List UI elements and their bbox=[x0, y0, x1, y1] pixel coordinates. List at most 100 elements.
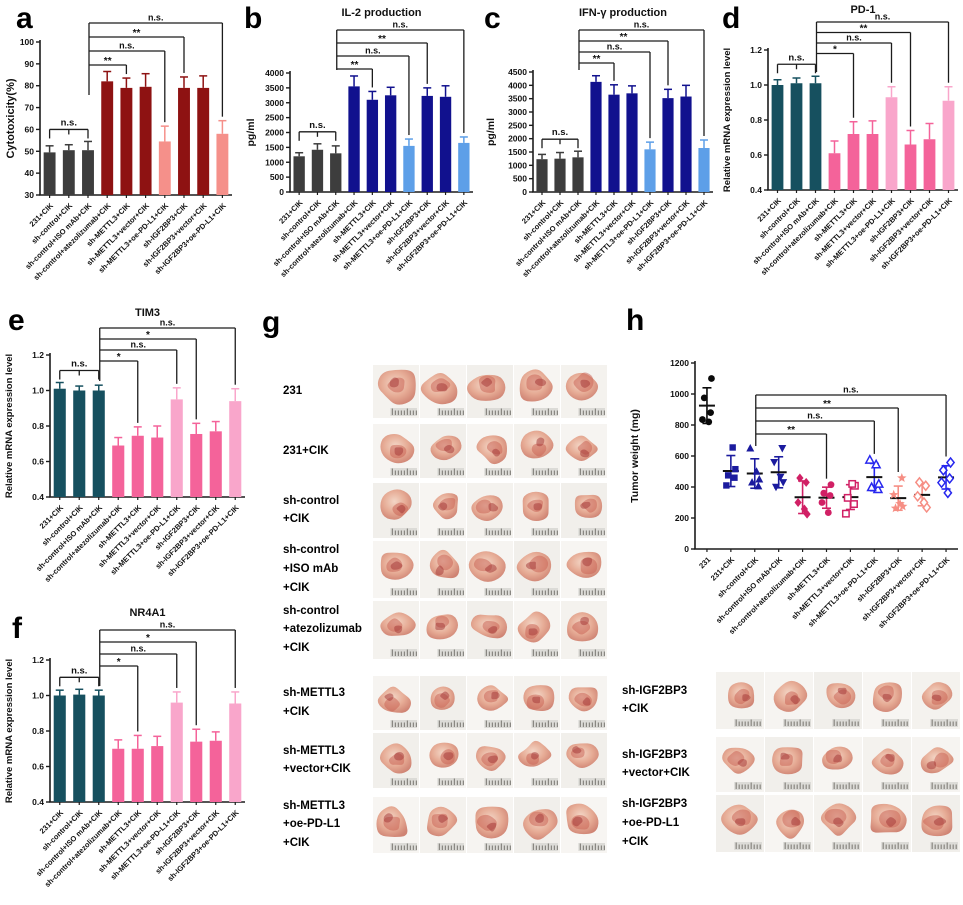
svg-text:n.s.: n.s. bbox=[552, 127, 568, 138]
tumor-photo bbox=[814, 737, 862, 792]
svg-text:2500: 2500 bbox=[508, 120, 527, 130]
tim3-mrna-bar-chart: 0.4 0.6 0.8 1.0 1.2 TIM3 Relative mRNA express… bbox=[0, 300, 250, 600]
d-chart-svg: 0.4 0.6 0.8 1.0 1.2 PD-1 Relative mRNA express… bbox=[722, 4, 958, 277]
svg-text:pg/ml: pg/ml bbox=[485, 118, 497, 146]
cytotoxicity-bar-chart: 30 40 50 60 70 80 90 100 Cytotoxicity(%) 231+CIK s… bbox=[0, 0, 240, 300]
svg-text:IFN-γ production: IFN-γ production bbox=[579, 7, 667, 19]
tumor-photo bbox=[467, 365, 513, 418]
svg-text:n.s.: n.s. bbox=[807, 411, 823, 421]
svg-text:500: 500 bbox=[513, 174, 527, 184]
tumor-photo bbox=[863, 795, 911, 852]
svg-text:n.s.: n.s. bbox=[130, 340, 146, 350]
tumor-photo bbox=[373, 601, 419, 659]
tumor-row-label: sh-control +CIK bbox=[283, 494, 340, 526]
tumor-photo-svg bbox=[514, 797, 560, 853]
tumor-photo-svg bbox=[467, 541, 513, 598]
svg-text:n.s.: n.s. bbox=[148, 13, 164, 23]
tumor-photo-svg bbox=[561, 601, 607, 659]
svg-text:231: 231 bbox=[697, 555, 712, 570]
svg-text:60: 60 bbox=[25, 124, 35, 134]
tumor-photo bbox=[514, 733, 560, 788]
svg-text:90: 90 bbox=[25, 59, 35, 69]
svg-text:1.2: 1.2 bbox=[750, 45, 762, 55]
svg-text:1000: 1000 bbox=[508, 160, 527, 170]
svg-text:*: * bbox=[117, 657, 121, 668]
tumor-photo bbox=[561, 424, 607, 478]
tumor-photo-svg bbox=[420, 424, 466, 478]
b-chart-svg: 0 500 1000 1500 2000 2500 3000 3500 4000 IL-2 pro… bbox=[245, 7, 473, 279]
tumor-photo bbox=[373, 541, 419, 598]
tumor-photo bbox=[561, 541, 607, 598]
ifn-gamma-production-bar-chart: 0 500 1000 1500 2000 2500 3000 3500 4000 4500 IFN-… bbox=[478, 0, 718, 300]
svg-text:0.8: 0.8 bbox=[32, 421, 44, 431]
tumor-photo bbox=[912, 795, 960, 852]
svg-text:Relative mRNA expression level: Relative mRNA expression level bbox=[4, 659, 15, 803]
tumor-photo bbox=[561, 601, 607, 659]
tumor-photo bbox=[420, 676, 466, 730]
tumor-row-label: sh-IGF2BP3 +oe-PD-L1 +CIK bbox=[622, 798, 688, 848]
svg-text:30: 30 bbox=[25, 190, 35, 200]
tumor-photo bbox=[373, 483, 419, 538]
tumor-photo bbox=[765, 737, 813, 792]
svg-text:pg/ml: pg/ml bbox=[245, 118, 257, 146]
tumor-photo bbox=[420, 541, 466, 598]
svg-text:IL-2 production: IL-2 production bbox=[341, 7, 421, 19]
tumor-photo bbox=[514, 365, 560, 418]
svg-text:**: ** bbox=[823, 399, 831, 410]
svg-text:n.s.: n.s. bbox=[393, 20, 409, 30]
tumor-photo bbox=[561, 733, 607, 788]
tumor-photo-svg bbox=[765, 795, 813, 852]
tumor-photo-svg bbox=[467, 365, 513, 418]
tumor-photo-svg bbox=[420, 676, 466, 730]
tumor-photo-svg bbox=[561, 733, 607, 788]
tumor-photo bbox=[467, 483, 513, 538]
svg-text:1.0: 1.0 bbox=[750, 80, 762, 90]
svg-text:**: ** bbox=[860, 24, 868, 35]
panel-d-letter: d bbox=[722, 2, 741, 35]
il2-production-bar-chart: 0 500 1000 1500 2000 2500 3000 3500 4000 IL-2 pro… bbox=[240, 0, 478, 300]
svg-text:200: 200 bbox=[675, 513, 689, 523]
svg-text:**: ** bbox=[351, 60, 359, 71]
tumor-photo-svg bbox=[420, 733, 466, 788]
e-chart-svg: 0.4 0.6 0.8 1.0 1.2 TIM3 Relative mRNA express… bbox=[4, 307, 245, 584]
tumor-photo-svg bbox=[467, 797, 513, 853]
tumor-photo-svg bbox=[514, 733, 560, 788]
svg-text:0: 0 bbox=[522, 187, 527, 197]
svg-text:2000: 2000 bbox=[265, 128, 284, 138]
tumor-photo bbox=[716, 672, 764, 729]
svg-text:0: 0 bbox=[684, 544, 689, 554]
nr4a1-mrna-bar-chart: 0.4 0.6 0.8 1.0 1.2 NR4A1 Relative mRNA expres… bbox=[0, 600, 250, 905]
tumor-photo bbox=[561, 676, 607, 730]
svg-text:4000: 4000 bbox=[265, 68, 284, 78]
svg-text:Relative mRNA expression level: Relative mRNA expression level bbox=[4, 354, 15, 498]
tumor-photo bbox=[514, 601, 560, 659]
tumor-photo-svg bbox=[912, 672, 960, 729]
tumor-photo-svg bbox=[467, 483, 513, 538]
tumor-photo-svg bbox=[912, 737, 960, 792]
svg-text:0.4: 0.4 bbox=[32, 797, 44, 807]
tumor-photo-svg bbox=[561, 365, 607, 418]
svg-text:*: * bbox=[146, 633, 150, 644]
tumor-photo-svg bbox=[420, 797, 466, 853]
tumor-photo-svg bbox=[373, 365, 419, 418]
svg-text:n.s.: n.s. bbox=[160, 318, 176, 328]
tumor-photo bbox=[716, 795, 764, 852]
svg-text:0.8: 0.8 bbox=[750, 115, 762, 125]
tumor-photo-svg bbox=[765, 672, 813, 729]
svg-text:2500: 2500 bbox=[265, 113, 284, 123]
svg-text:0.6: 0.6 bbox=[32, 762, 44, 772]
tumor-photo-svg bbox=[716, 737, 764, 792]
tumor-photo bbox=[912, 672, 960, 729]
tumor-photo bbox=[420, 797, 466, 853]
svg-text:1200: 1200 bbox=[670, 358, 689, 368]
tumor-photo bbox=[716, 737, 764, 792]
svg-text:n.s.: n.s. bbox=[843, 385, 859, 395]
tumor-photo bbox=[420, 483, 466, 538]
svg-text:70: 70 bbox=[25, 103, 35, 113]
tumor-photo bbox=[863, 737, 911, 792]
svg-text:**: ** bbox=[133, 28, 141, 39]
tumor-photo bbox=[814, 795, 862, 852]
svg-text:0.4: 0.4 bbox=[750, 185, 762, 195]
svg-text:1000: 1000 bbox=[670, 389, 689, 399]
a-chart-svg: 30405060708090100Cytotoxicity(%)231+CIKs… bbox=[5, 13, 232, 282]
